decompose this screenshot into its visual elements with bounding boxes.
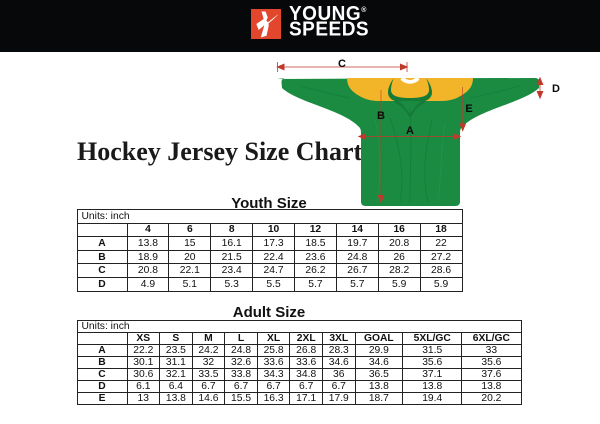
svg-text:B: B [377, 110, 385, 122]
svg-text:D: D [552, 83, 560, 95]
svg-text:C: C [338, 58, 346, 70]
svg-text:E: E [465, 103, 472, 115]
svg-text:A: A [406, 125, 414, 137]
